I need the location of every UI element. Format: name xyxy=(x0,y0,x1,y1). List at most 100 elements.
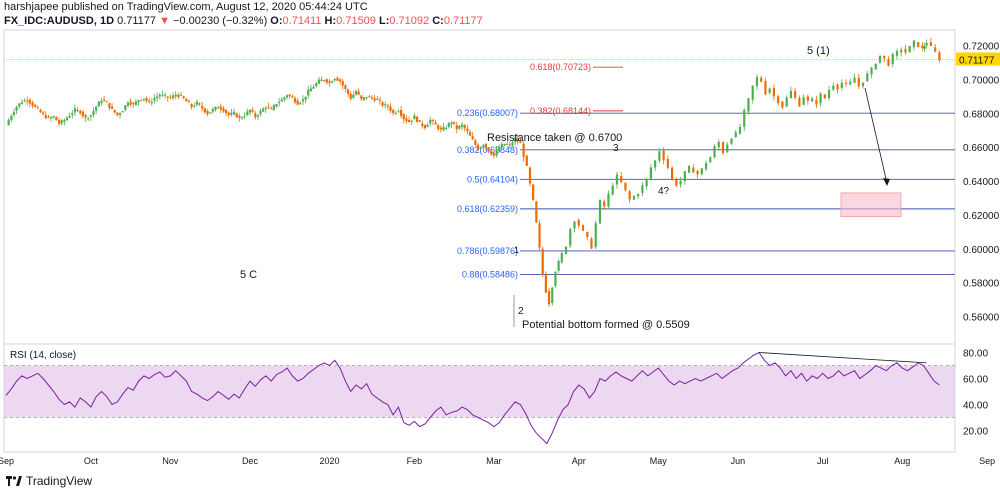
candle-body xyxy=(466,128,469,132)
time-axis-tick: Oct xyxy=(84,456,99,466)
candle-body xyxy=(296,100,299,105)
candle-body xyxy=(586,231,589,238)
candle-body xyxy=(547,291,551,305)
candle-body xyxy=(482,144,485,147)
candle-body xyxy=(124,105,127,110)
candle-body xyxy=(309,88,313,92)
last-price-tag xyxy=(956,52,1000,66)
candle-body xyxy=(389,106,392,112)
candle-body xyxy=(506,143,509,145)
symbol-name[interactable]: FX_IDC:AUDUSD, 1D xyxy=(4,15,115,27)
candle-body xyxy=(323,80,326,82)
candle-body xyxy=(272,105,275,110)
fib-level-label: 0.236(0.68007) xyxy=(457,108,518,118)
candle-body xyxy=(36,107,39,109)
candle-body xyxy=(23,100,26,102)
candle-body xyxy=(431,120,435,122)
candle-body xyxy=(331,81,334,83)
candle-body xyxy=(20,102,24,104)
candle-body xyxy=(137,100,140,103)
candle-body xyxy=(179,94,183,96)
candle-body xyxy=(581,225,585,231)
candle-body xyxy=(747,98,750,112)
candle-body xyxy=(921,45,924,49)
candle-body xyxy=(121,111,124,113)
candle-body xyxy=(500,144,503,148)
candle-body xyxy=(603,201,606,207)
candle-body xyxy=(392,109,395,114)
fib-level-label: 0.618(0.62359) xyxy=(457,204,518,214)
candle-body xyxy=(692,167,695,173)
fib-level-label: 0.88(0.58486) xyxy=(462,269,518,279)
open-value: 0.71411 xyxy=(282,15,322,27)
candle-body xyxy=(185,98,188,102)
wave-4-label: 4? xyxy=(658,186,670,197)
candle-body xyxy=(445,127,448,129)
candle-body xyxy=(895,50,899,56)
time-axis-tick: Apr xyxy=(572,456,586,466)
projection-arrow-line xyxy=(864,87,888,184)
candle-body xyxy=(397,111,400,113)
candle-body xyxy=(429,119,432,124)
candle-body xyxy=(794,91,797,98)
candle-body xyxy=(171,95,175,99)
candle-body xyxy=(89,115,92,117)
candle-body xyxy=(772,87,776,97)
rsi-divergence-line xyxy=(759,352,927,364)
candle-body xyxy=(169,97,172,99)
candle-body xyxy=(743,109,746,127)
footer-brand[interactable]: TradingView xyxy=(26,474,93,488)
symbol-line: FX_IDC:AUDUSD, 1D 0.71177 ▼ −0.00230 (−0… xyxy=(4,15,483,27)
candle-body xyxy=(34,104,37,107)
candle-body xyxy=(47,116,50,118)
candle-body xyxy=(368,96,371,98)
candle-body xyxy=(291,96,294,98)
candle-body xyxy=(227,112,230,116)
candle-body xyxy=(293,98,297,103)
candle-body xyxy=(187,101,191,103)
candle-body xyxy=(777,96,780,104)
time-axis-tick: Sep xyxy=(0,456,14,466)
candle-body xyxy=(802,97,805,105)
candle-body xyxy=(624,182,627,191)
low-value: 0.71092 xyxy=(389,15,430,27)
candle-body xyxy=(479,147,482,149)
candle-body xyxy=(632,196,636,200)
candle-body xyxy=(315,83,318,87)
resistance-label: Resistance taken @ 0.6700 xyxy=(487,132,622,144)
candle-body xyxy=(232,111,236,115)
candle-body xyxy=(492,153,496,156)
close-label: C: xyxy=(432,15,444,27)
fib-red-label: 0.382(0.68144) xyxy=(530,106,591,116)
candle-body xyxy=(238,115,241,118)
candle-body xyxy=(126,102,130,106)
candle-body xyxy=(476,144,480,151)
candle-body xyxy=(453,121,456,124)
price-pane-frame xyxy=(3,29,956,345)
candle-body xyxy=(344,85,347,90)
candle-body xyxy=(923,46,926,49)
candle-body xyxy=(105,101,108,103)
candle-body xyxy=(717,141,720,148)
candle-body xyxy=(320,79,323,82)
candle-body xyxy=(278,101,281,104)
rsi-axis-tick: 20.00 xyxy=(963,427,988,438)
candle-body xyxy=(437,125,440,129)
candle-body xyxy=(134,101,138,105)
rsi-band xyxy=(4,365,955,418)
candle-body xyxy=(423,125,427,129)
candle-body xyxy=(908,46,911,53)
candle-body xyxy=(857,77,860,87)
time-axis-tick: Sep xyxy=(979,456,995,466)
candle-body xyxy=(254,113,257,118)
candle-body xyxy=(460,124,464,127)
candle-body xyxy=(132,103,135,105)
price-axis-tick: 0.60000 xyxy=(963,245,1000,256)
candle-body xyxy=(224,109,228,113)
candle-body xyxy=(503,143,506,146)
candle-body xyxy=(455,125,458,130)
target-box xyxy=(840,192,902,218)
high-value: 0.71509 xyxy=(336,15,376,27)
candle-body xyxy=(413,115,416,120)
candle-body xyxy=(468,131,472,136)
